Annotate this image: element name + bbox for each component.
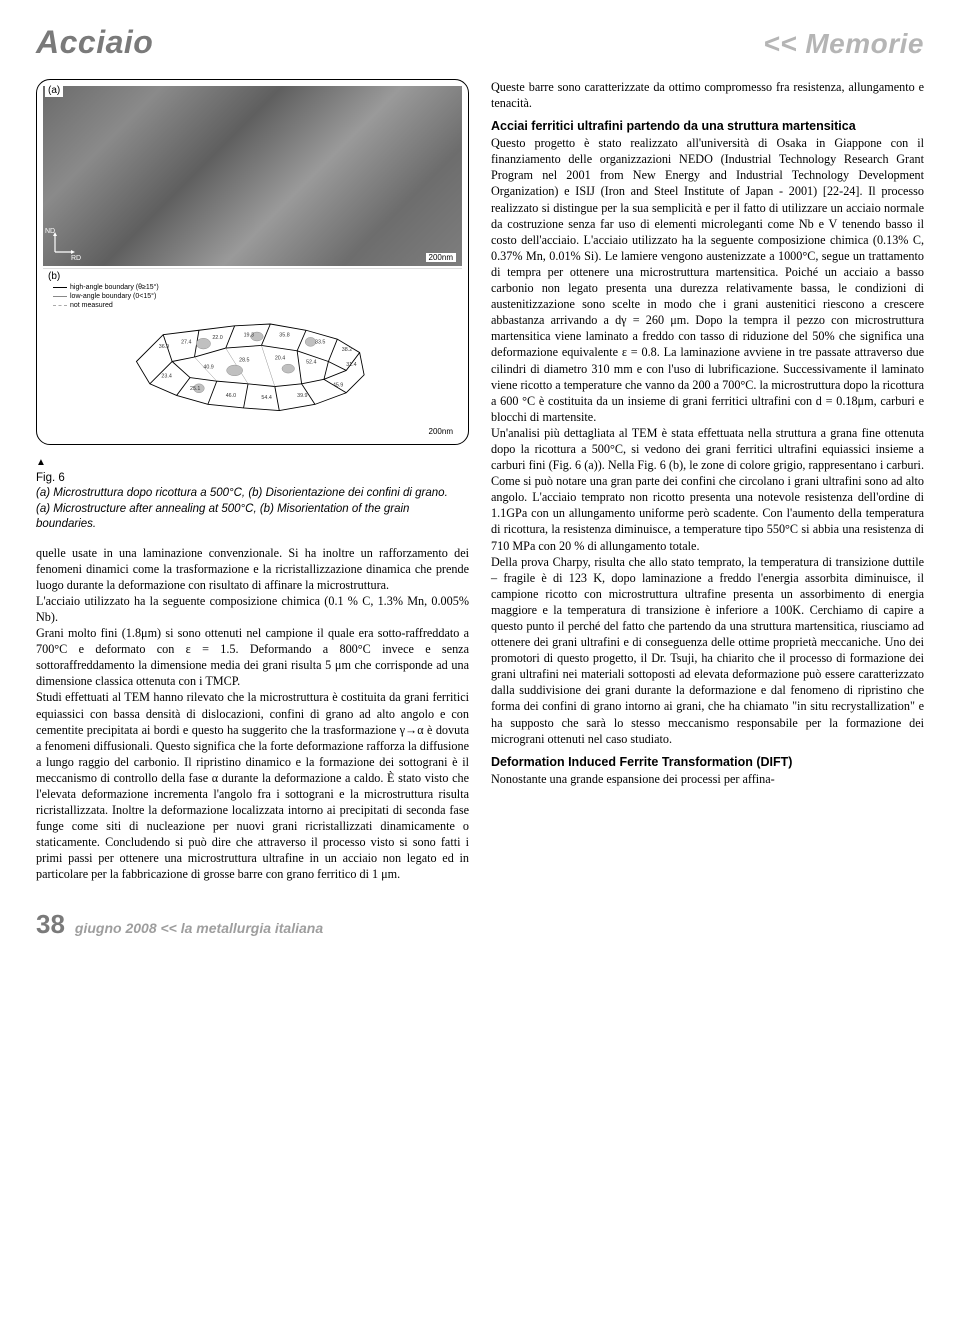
figure-6a-label: (a) <box>45 84 63 97</box>
section1-title: Acciai ferritici ultrafini partendo da u… <box>491 119 924 133</box>
figure-6b-scalebar: 200nm <box>426 427 456 436</box>
left-column: (a) ND RD 200nm (b) high-angle boundary <box>36 79 469 883</box>
svg-text:35.8: 35.8 <box>279 333 289 339</box>
svg-text:20.4: 20.4 <box>275 356 285 362</box>
footer-text: giugno 2008 << la metallurgia italiana <box>75 920 323 936</box>
svg-text:27.4: 27.4 <box>181 340 191 346</box>
svg-text:36.9: 36.9 <box>159 344 169 350</box>
figure-caption-en: (a) Microstructure after annealing at 50… <box>36 503 409 531</box>
section-title: Acciaio <box>36 24 153 61</box>
section2-title: Deformation Induced Ferrite Transformati… <box>491 755 924 769</box>
svg-text:25.1: 25.1 <box>190 386 200 392</box>
figure-6b-label: (b) <box>45 270 63 283</box>
figure-6: (a) ND RD 200nm (b) high-angle boundary <box>36 79 469 445</box>
figure-6b-svg: 36.9 27.4 22.0 19.3 35.8 33.5 38.2 31.4 … <box>63 299 442 424</box>
section1-body: Questo progetto è stato realizzato all'u… <box>491 135 924 747</box>
page-footer: 38 giugno 2008 << la metallurgia italian… <box>36 909 924 940</box>
section2-body: Nonostante una grande espansione dei pro… <box>491 771 924 787</box>
content-columns: (a) ND RD 200nm (b) high-angle boundary <box>36 79 924 883</box>
figure-caption-it: (a) Microstruttura dopo ricottura a 500°… <box>36 487 448 499</box>
figure-6b-grainmap: (b) high-angle boundary (θ≥15°) low-angl… <box>43 268 462 438</box>
svg-text:52.4: 52.4 <box>306 359 316 365</box>
svg-text:28.5: 28.5 <box>239 358 249 364</box>
right-column: Queste barre sono caratterizzate da otti… <box>491 79 924 883</box>
svg-text:31.4: 31.4 <box>346 362 356 368</box>
figure-marker-icon: ▲ <box>36 457 46 468</box>
page-header: Acciaio << Memorie <box>36 24 924 61</box>
left-body-text: quelle usate in una laminazione convenzi… <box>36 545 469 883</box>
svg-text:22.0: 22.0 <box>212 335 222 341</box>
svg-text:33.5: 33.5 <box>315 340 325 346</box>
svg-text:38.2: 38.2 <box>342 347 352 353</box>
svg-text:39.9: 39.9 <box>297 393 307 399</box>
figure-number: Fig. 6 <box>36 472 65 484</box>
figure-6a-micrograph: (a) ND RD 200nm <box>43 86 462 266</box>
figure-6a-scalebar: 200nm <box>426 253 456 262</box>
svg-text:40.9: 40.9 <box>203 365 213 371</box>
figure-6-caption: ▲ Fig. 6 (a) Microstruttura dopo ricottu… <box>36 455 469 533</box>
svg-text:46.0: 46.0 <box>226 393 236 399</box>
page-number: 38 <box>36 909 65 940</box>
svg-text:19.3: 19.3 <box>244 333 254 339</box>
svg-text:45.9: 45.9 <box>333 383 343 389</box>
right-intro: Queste barre sono caratterizzate da otti… <box>491 79 924 111</box>
svg-text:23.4: 23.4 <box>161 374 171 380</box>
figure-6a-axes: ND RD <box>49 230 77 260</box>
svg-text:54.4: 54.4 <box>261 395 271 401</box>
section-subtitle: << Memorie <box>763 28 924 60</box>
